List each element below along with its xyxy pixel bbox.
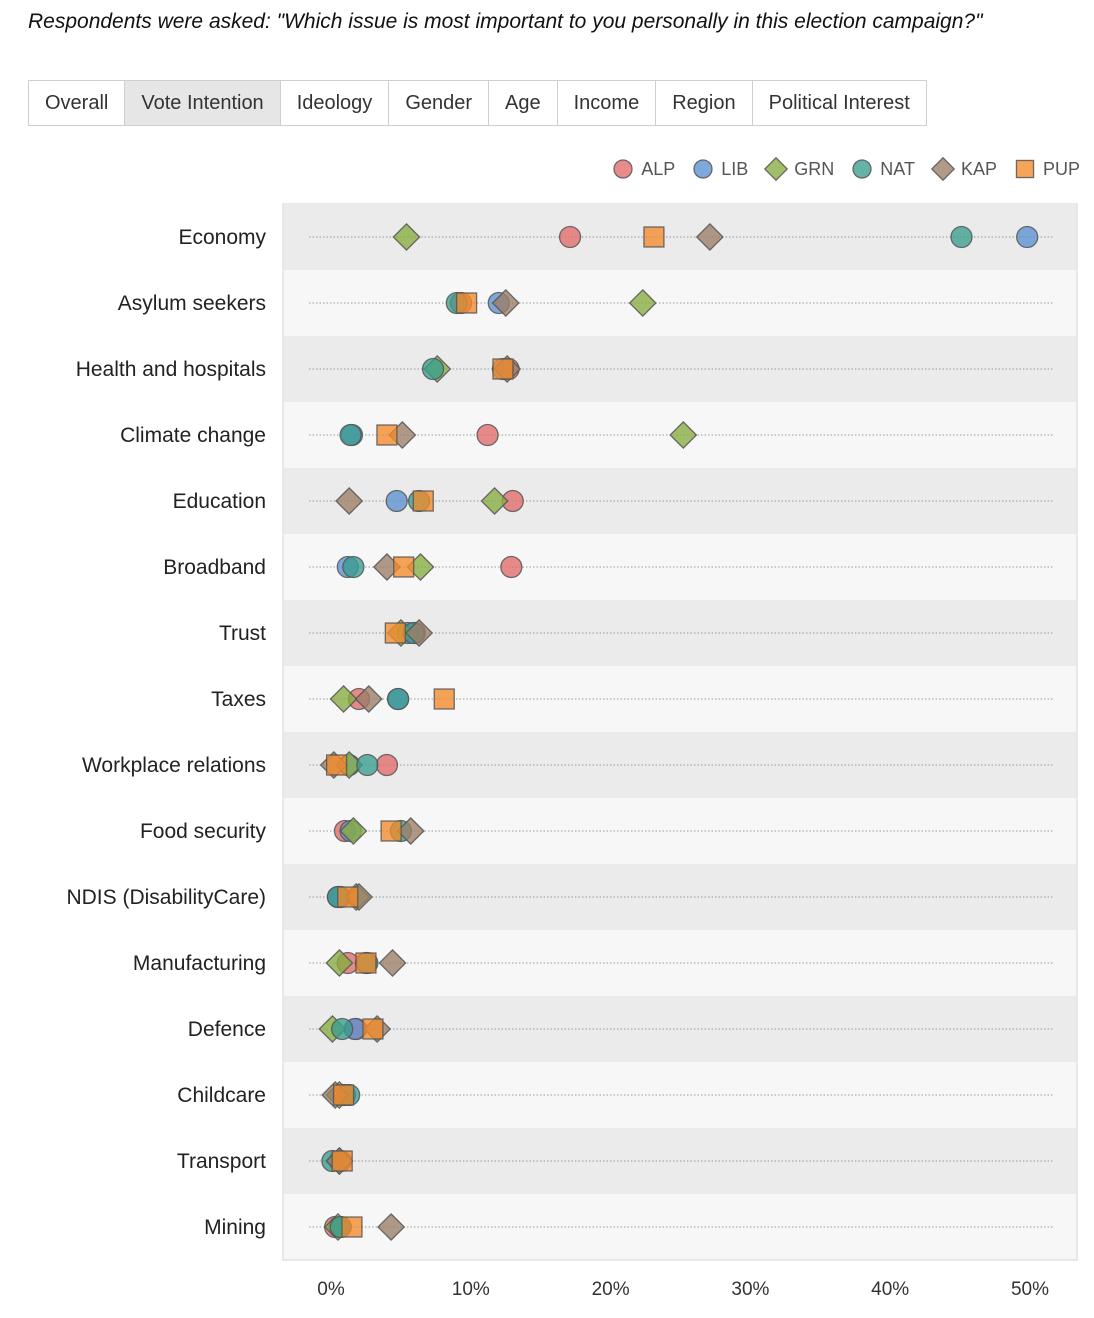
category-label: Taxes	[211, 688, 266, 711]
x-tick-label: 50%	[1011, 1279, 1049, 1300]
data-point-pup[interactable]	[337, 886, 359, 908]
category-label: Transport	[177, 1150, 266, 1173]
data-point-kap[interactable]	[377, 1212, 406, 1242]
data-point-nat[interactable]	[331, 1017, 354, 1041]
tab-overall[interactable]: Overall	[29, 81, 125, 125]
category-label: Education	[173, 490, 266, 513]
diamond-marker-icon	[764, 157, 789, 181]
data-point-pup[interactable]	[455, 292, 478, 314]
category-label: Manufacturing	[133, 952, 266, 975]
legend-item-alp: ALP	[611, 157, 675, 181]
category-label: Asylum seekers	[118, 292, 266, 315]
tab-bar: Overall Vote Intention Ideology Gender Age In…	[28, 80, 927, 126]
x-tick-label: 0%	[317, 1279, 345, 1300]
data-point-pup[interactable]	[332, 1084, 355, 1106]
legend-label: LIB	[721, 158, 749, 179]
data-point-kap[interactable]	[695, 222, 724, 252]
category-label: Workplace relations	[82, 754, 266, 777]
data-point-kap[interactable]	[396, 816, 425, 846]
data-point-grn[interactable]	[325, 948, 354, 978]
data-point-pup[interactable]	[393, 556, 415, 578]
category-label: Health and hospitals	[76, 358, 266, 381]
category-label: Childcare	[177, 1084, 266, 1107]
data-point-pup[interactable]	[325, 754, 348, 776]
data-point-pup[interactable]	[384, 622, 406, 644]
tab-gender[interactable]: Gender	[388, 81, 489, 125]
data-point-grn[interactable]	[392, 222, 421, 252]
tab-ideology[interactable]: Ideology	[279, 81, 389, 125]
data-point-kap[interactable]	[378, 948, 407, 978]
data-point-pup[interactable]	[376, 424, 398, 446]
data-point-nat[interactable]	[421, 357, 445, 381]
data-point-lib[interactable]	[385, 489, 408, 513]
tab-age[interactable]: Age	[488, 81, 557, 125]
data-point-nat[interactable]	[950, 225, 973, 249]
category-label: Mining	[204, 1216, 266, 1239]
chart-legend: ALP LIB GRN NAT KAP PUP	[611, 152, 1080, 186]
data-point-grn[interactable]	[669, 420, 698, 450]
data-point-grn[interactable]	[628, 288, 657, 318]
data-point-grn[interactable]	[329, 684, 358, 714]
data-point-pup[interactable]	[433, 688, 455, 710]
legend-label: GRN	[794, 158, 835, 179]
question-text: Respondents were asked: "Which issue is …	[28, 10, 983, 33]
legend-item-kap: KAP	[930, 157, 997, 181]
data-point-pup[interactable]	[355, 952, 377, 974]
legend-item-pup: PUP	[1013, 157, 1080, 181]
circle-marker-icon	[613, 159, 633, 179]
data-point-pup[interactable]	[341, 1216, 363, 1238]
data-point-alp[interactable]	[476, 423, 499, 447]
category-label: Trust	[219, 622, 266, 645]
data-point-kap[interactable]	[491, 288, 520, 318]
data-point-pup[interactable]	[362, 1018, 384, 1040]
tab-political-interest[interactable]: Political Interest	[751, 81, 926, 125]
category-label: NDIS (DisabilityCare)	[66, 886, 266, 909]
tab-vote-intention[interactable]: Vote Intention	[124, 81, 280, 125]
x-tick-label: 40%	[871, 1279, 909, 1300]
tab-income[interactable]: Income	[556, 81, 656, 125]
category-label: Economy	[178, 226, 266, 249]
data-point-pup[interactable]	[492, 358, 514, 380]
x-tick-label: 30%	[731, 1279, 769, 1300]
series-pup	[325, 226, 665, 1238]
data-point-nat[interactable]	[386, 687, 410, 711]
data-point-nat[interactable]	[356, 753, 379, 777]
data-point-nat[interactable]	[339, 423, 362, 447]
tab-region[interactable]: Region	[655, 81, 752, 125]
x-tick-label: 20%	[592, 1279, 630, 1300]
legend-label: KAP	[960, 158, 997, 179]
category-label: Defence	[188, 1018, 266, 1041]
legend-label: ALP	[641, 158, 676, 179]
category-label: Food security	[140, 820, 267, 843]
data-point-pup[interactable]	[380, 820, 402, 842]
data-point-kap[interactable]	[405, 618, 434, 648]
data-point-alp[interactable]	[375, 753, 399, 777]
circle-marker-icon	[852, 159, 872, 179]
data-point-kap[interactable]	[354, 684, 383, 714]
x-tick-label: 10%	[452, 1279, 490, 1300]
data-point-pup[interactable]	[331, 1150, 353, 1172]
square-marker-icon	[1015, 159, 1035, 179]
data-point-kap[interactable]	[335, 486, 364, 516]
data-point-pup[interactable]	[412, 490, 434, 512]
data-point-grn[interactable]	[480, 486, 509, 516]
data-point-alp[interactable]	[558, 225, 582, 249]
legend-item-grn: GRN	[764, 157, 834, 181]
legend-label: PUP	[1042, 158, 1080, 179]
data-point-nat[interactable]	[342, 555, 365, 579]
legend-label: NAT	[880, 158, 915, 179]
data-point-pup[interactable]	[643, 226, 665, 248]
legend-item-lib: LIB	[691, 157, 748, 181]
category-label: Climate change	[120, 424, 266, 447]
data-point-grn[interactable]	[339, 816, 368, 846]
data-point-lib[interactable]	[1016, 225, 1039, 249]
legend-item-nat: NAT	[850, 157, 915, 181]
circle-marker-icon	[693, 159, 713, 179]
diamond-marker-icon	[930, 157, 955, 181]
category-label: Broadband	[163, 556, 266, 579]
data-point-alp[interactable]	[500, 555, 523, 579]
